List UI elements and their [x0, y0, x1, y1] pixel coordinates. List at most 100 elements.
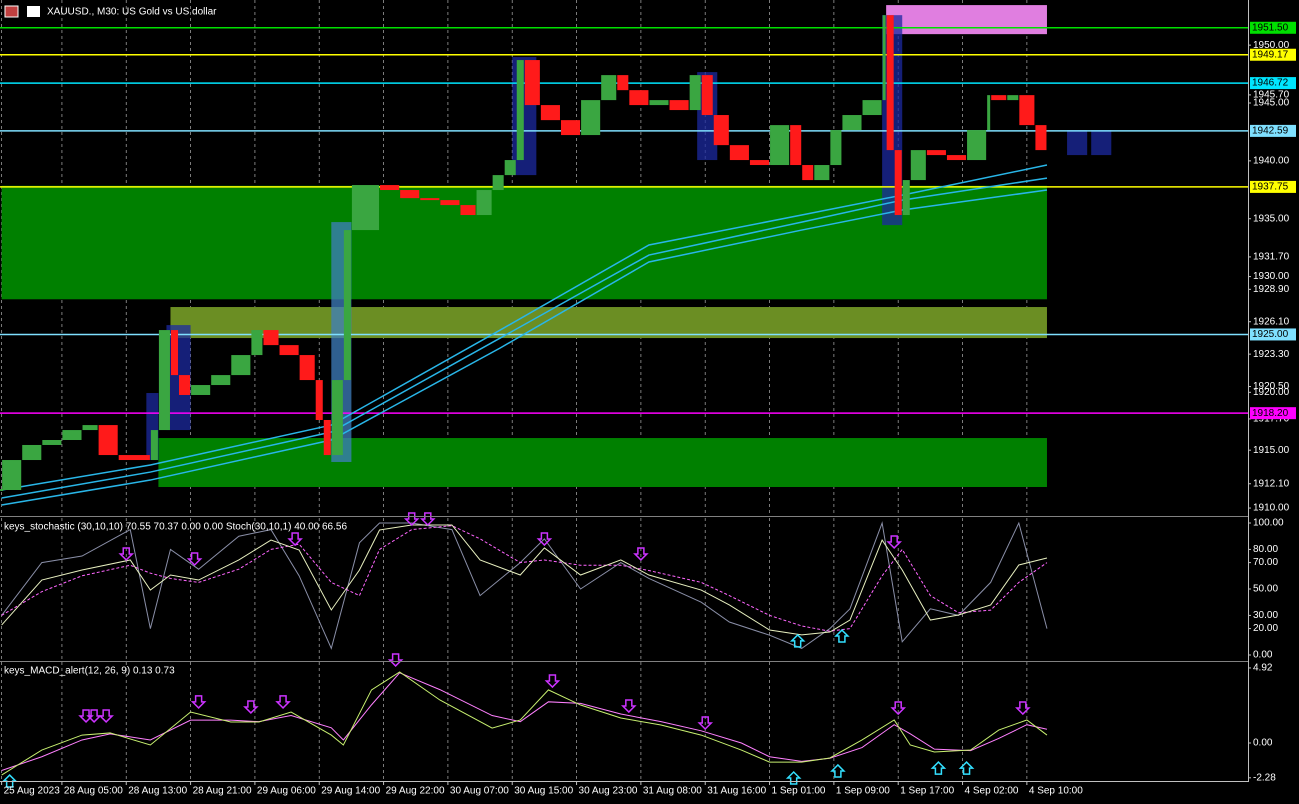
indicator-line [1, 671, 1048, 776]
candle [400, 190, 420, 199]
y-tick-label: 1923.30 [1253, 349, 1290, 360]
y-tick-label: 1915.00 [1253, 445, 1290, 456]
x-tick-label: 25 Aug 2023 [4, 786, 61, 797]
x-tick-label: 4 Sep 10:00 [1029, 786, 1083, 797]
sell-arrow [886, 535, 902, 550]
sell-arrow [78, 709, 94, 724]
signal-box [1091, 130, 1112, 156]
x-tick-label: 30 Aug 07:00 [450, 786, 509, 797]
buy-arrow [830, 763, 846, 778]
candle [331, 380, 343, 456]
candle [629, 90, 649, 106]
indicator-title: keys_stochastic (30,10,10) 70.55 70.37 0… [4, 522, 347, 533]
y-tick-label: 1940.00 [1253, 156, 1290, 167]
candle [299, 355, 315, 381]
y-tick-label: 50.00 [1253, 584, 1278, 595]
x-tick-label: 29 Aug 06:00 [257, 786, 316, 797]
candle [231, 355, 251, 376]
indicator-line [1, 672, 1048, 771]
candle [420, 198, 440, 201]
candle [343, 230, 351, 381]
moving-average [1, 177, 1048, 499]
candle [98, 425, 118, 456]
buy-arrow [930, 761, 947, 775]
x-tick-label: 28 Aug 13:00 [128, 786, 187, 797]
candle [790, 125, 802, 166]
candle [581, 100, 601, 136]
candle [315, 380, 323, 420]
level-label-bg [1250, 328, 1296, 341]
sell-arrow [536, 532, 553, 547]
indicator-line [1, 521, 1048, 650]
zone [170, 307, 1047, 339]
y-tick-label: 1950.00 [1253, 40, 1290, 51]
sell-arrow [403, 512, 420, 527]
candle [118, 455, 150, 461]
y-tick-label: 1945.70 [1253, 90, 1290, 101]
candle [902, 180, 910, 216]
candle [926, 150, 946, 156]
candle [689, 75, 701, 111]
level-label-bg [1250, 48, 1296, 61]
sell-arrow [186, 552, 203, 567]
signal-box [1067, 130, 1088, 156]
sell-arrow [86, 709, 102, 724]
level-label: 1951.50 [1252, 22, 1289, 33]
candle [524, 60, 540, 106]
x-tick-label: 31 Aug 08:00 [643, 786, 702, 797]
candle [882, 15, 886, 101]
candle [770, 125, 790, 166]
x-tick-label: 29 Aug 22:00 [386, 786, 445, 797]
candle [351, 185, 380, 231]
level-label: 1946.72 [1252, 78, 1289, 89]
candle [492, 175, 504, 191]
candle [504, 160, 516, 176]
candle [62, 430, 82, 441]
x-tick-label: 4 Sep 02:00 [965, 786, 1019, 797]
candle [842, 115, 862, 131]
y-tick-label: 20.00 [1253, 623, 1278, 634]
candle [802, 165, 814, 181]
candle [150, 430, 158, 461]
sell-arrow [544, 674, 561, 689]
x-tick-label: 30 Aug 23:00 [579, 786, 638, 797]
candle [1007, 95, 1019, 101]
sell-arrow [243, 700, 259, 715]
candle [476, 190, 492, 216]
x-tick-label: 1 Sep 01:00 [772, 786, 826, 797]
candle [701, 75, 713, 116]
y-tick-label: 100.00 [1253, 518, 1284, 529]
indicator-line [1, 525, 1048, 632]
sell-arrow [1015, 701, 1031, 716]
x-tick-label: 28 Aug 21:00 [193, 786, 252, 797]
sell-arrow [387, 653, 404, 668]
candle [729, 145, 749, 161]
y-tick-label: 1928.90 [1253, 284, 1290, 295]
level-label: 1937.75 [1252, 182, 1289, 193]
y-tick-label: -2.28 [1253, 772, 1276, 783]
candle [560, 120, 581, 136]
candle [814, 165, 830, 181]
y-tick-label: 1920.50 [1253, 381, 1290, 392]
y-tick-label: 1945.00 [1253, 98, 1290, 109]
candle [2, 460, 22, 491]
buy-arrow [785, 770, 802, 785]
sell-arrow [633, 547, 649, 562]
sell-arrow [118, 547, 135, 562]
y-tick-label: 1926.10 [1253, 316, 1290, 327]
menu-icon[interactable] [4, 5, 19, 18]
level-label: 1918.20 [1252, 408, 1289, 419]
sell-arrow [890, 701, 907, 716]
level-label-bg [1250, 21, 1296, 34]
symbol-icon[interactable] [27, 6, 40, 17]
candle [460, 205, 476, 216]
candle [0, 489, 4, 492]
x-tick-label: 1 Sep 17:00 [900, 786, 954, 797]
candle [991, 95, 1007, 101]
candle [886, 15, 894, 151]
moving-average [1, 164, 1048, 491]
candle [1035, 125, 1047, 151]
y-tick-label: 1912.10 [1253, 478, 1290, 489]
